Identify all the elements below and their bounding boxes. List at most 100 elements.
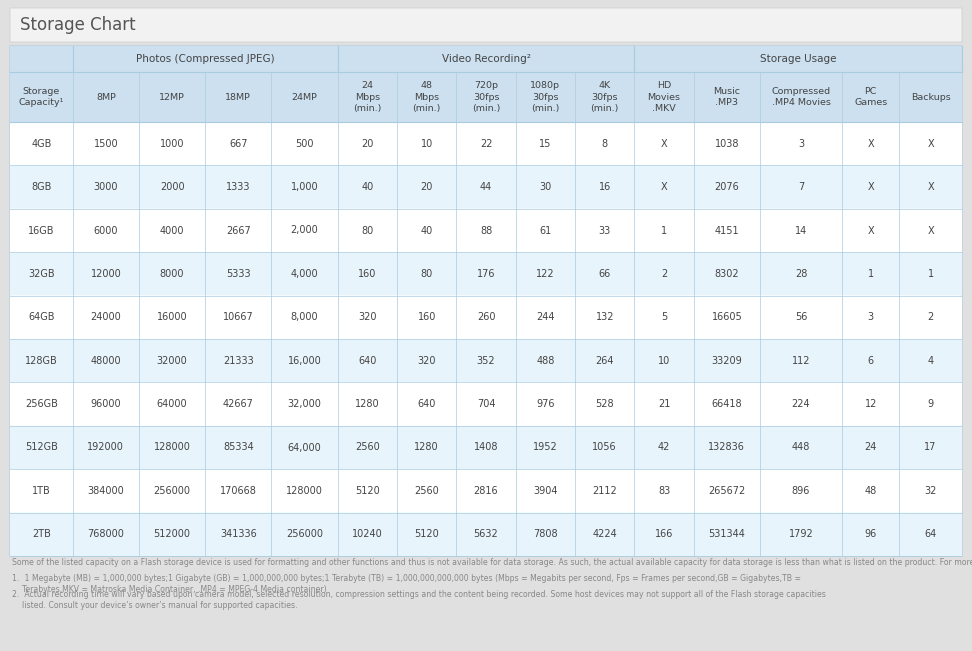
FancyBboxPatch shape	[10, 339, 962, 382]
Text: 1: 1	[927, 269, 934, 279]
Text: X: X	[661, 182, 668, 192]
FancyBboxPatch shape	[10, 469, 962, 512]
Text: Video Recording²: Video Recording²	[441, 54, 531, 64]
Text: 128000: 128000	[286, 486, 323, 496]
Text: 260: 260	[476, 312, 496, 322]
Text: 83: 83	[658, 486, 671, 496]
Text: 30: 30	[539, 182, 551, 192]
Text: 96000: 96000	[90, 399, 122, 409]
Text: 160: 160	[417, 312, 435, 322]
Text: 488: 488	[537, 355, 555, 366]
Text: 2: 2	[661, 269, 667, 279]
Text: 10240: 10240	[352, 529, 383, 539]
Text: 896: 896	[792, 486, 811, 496]
FancyBboxPatch shape	[10, 382, 962, 426]
Text: 32000: 32000	[156, 355, 188, 366]
Text: 12MP: 12MP	[159, 92, 185, 102]
Text: 384000: 384000	[87, 486, 124, 496]
Text: 6000: 6000	[93, 225, 119, 236]
Text: 16000: 16000	[156, 312, 188, 322]
Text: 5120: 5120	[414, 529, 439, 539]
Text: 32: 32	[924, 486, 937, 496]
FancyBboxPatch shape	[10, 512, 962, 556]
Text: 2112: 2112	[592, 486, 617, 496]
Text: 500: 500	[295, 139, 314, 148]
Text: 80: 80	[362, 225, 373, 236]
Text: 341336: 341336	[220, 529, 257, 539]
Text: 16605: 16605	[712, 312, 743, 322]
Text: 2076: 2076	[714, 182, 740, 192]
Text: Storage Usage: Storage Usage	[760, 54, 837, 64]
Text: 132836: 132836	[709, 443, 746, 452]
Text: Photos (Compressed JPEG): Photos (Compressed JPEG)	[136, 54, 274, 64]
Text: 4GB: 4GB	[31, 139, 52, 148]
Text: 1408: 1408	[473, 443, 499, 452]
Text: 7: 7	[798, 182, 804, 192]
Text: 10: 10	[658, 355, 671, 366]
Text: 8MP: 8MP	[96, 92, 116, 102]
Text: 8302: 8302	[714, 269, 739, 279]
Text: 5333: 5333	[226, 269, 251, 279]
Text: 160: 160	[358, 269, 376, 279]
Text: 1792: 1792	[788, 529, 814, 539]
Text: 4K
30fps
(min.): 4K 30fps (min.)	[591, 81, 619, 113]
Text: 48
Mbps
(min.): 48 Mbps (min.)	[412, 81, 441, 113]
Text: 256000: 256000	[286, 529, 323, 539]
FancyBboxPatch shape	[10, 46, 962, 556]
Text: 1038: 1038	[714, 139, 739, 148]
Text: 1952: 1952	[533, 443, 558, 452]
Text: 320: 320	[417, 355, 435, 366]
Text: 8GB: 8GB	[31, 182, 52, 192]
Text: 5120: 5120	[355, 486, 380, 496]
Text: Storage Chart: Storage Chart	[20, 16, 136, 34]
Text: 8,000: 8,000	[291, 312, 318, 322]
Text: 12000: 12000	[90, 269, 122, 279]
Text: Music
.MP3: Music .MP3	[713, 87, 741, 107]
Text: X: X	[867, 139, 874, 148]
Text: 224: 224	[792, 399, 811, 409]
Text: 20: 20	[421, 182, 433, 192]
Text: 33: 33	[599, 225, 610, 236]
Text: 8: 8	[602, 139, 608, 148]
Text: 170668: 170668	[220, 486, 257, 496]
Text: 1.  1 Megabyte (MB) = 1,000,000 bytes;1 Gigabyte (GB) = 1,000,000,000 bytes;1 Te: 1. 1 Megabyte (MB) = 1,000,000 bytes;1 G…	[12, 574, 801, 594]
FancyBboxPatch shape	[10, 426, 962, 469]
Text: 80: 80	[421, 269, 433, 279]
Text: Compressed
.MP4 Movies: Compressed .MP4 Movies	[772, 87, 831, 107]
Text: 85334: 85334	[223, 443, 254, 452]
Text: 1: 1	[661, 225, 667, 236]
Text: 128000: 128000	[154, 443, 191, 452]
Text: PC
Games: PC Games	[854, 87, 887, 107]
Text: 3000: 3000	[93, 182, 119, 192]
Text: 16: 16	[599, 182, 610, 192]
Text: 256000: 256000	[154, 486, 191, 496]
Text: X: X	[867, 182, 874, 192]
Text: 1000: 1000	[159, 139, 185, 148]
Text: 17: 17	[924, 443, 937, 452]
Text: 2TB: 2TB	[32, 529, 51, 539]
Text: 704: 704	[476, 399, 496, 409]
Text: 16,000: 16,000	[288, 355, 322, 366]
Text: 1080p
30fps
(min.): 1080p 30fps (min.)	[531, 81, 560, 113]
Text: 15: 15	[539, 139, 551, 148]
Text: X: X	[927, 139, 934, 148]
Text: 21333: 21333	[223, 355, 254, 366]
Text: 320: 320	[358, 312, 376, 322]
Text: 640: 640	[417, 399, 435, 409]
Text: 32GB: 32GB	[28, 269, 54, 279]
Text: 4151: 4151	[714, 225, 739, 236]
Text: 2560: 2560	[355, 443, 380, 452]
Text: X: X	[867, 225, 874, 236]
Text: 5: 5	[661, 312, 667, 322]
Text: 3: 3	[798, 139, 804, 148]
Text: 32,000: 32,000	[288, 399, 322, 409]
FancyBboxPatch shape	[10, 165, 962, 209]
Text: X: X	[927, 225, 934, 236]
Text: 24: 24	[864, 443, 877, 452]
Text: 192000: 192000	[87, 443, 124, 452]
Text: 2560: 2560	[414, 486, 439, 496]
Text: 64000: 64000	[156, 399, 188, 409]
Text: 40: 40	[362, 182, 373, 192]
Text: 531344: 531344	[709, 529, 746, 539]
Text: 2.  Actual recording time will vary based upon camera model, selected resolution: 2. Actual recording time will vary based…	[12, 590, 826, 611]
